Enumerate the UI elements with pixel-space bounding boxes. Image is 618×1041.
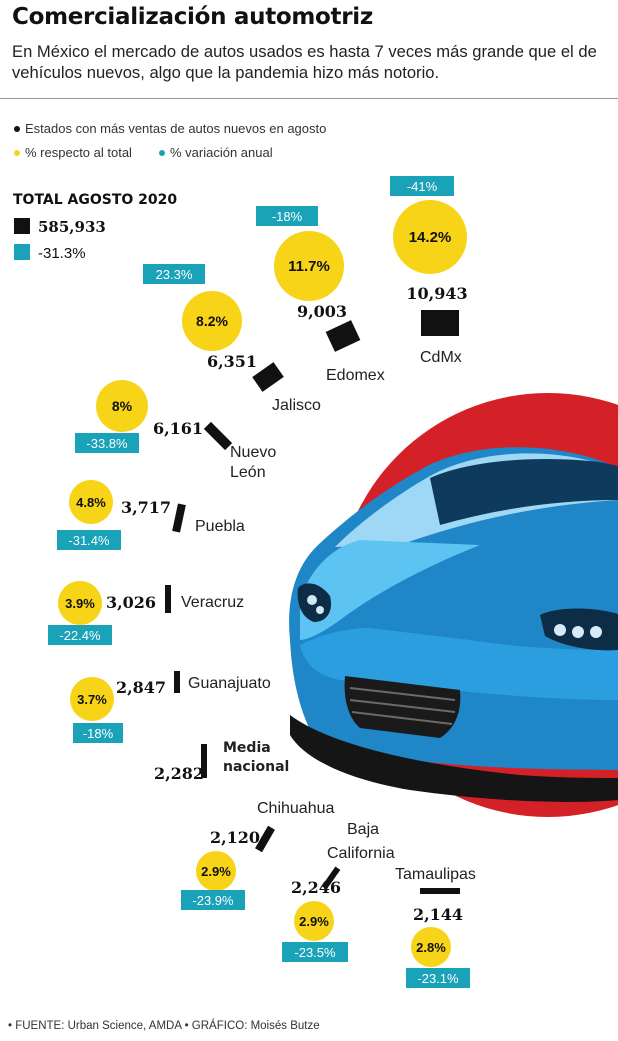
variation-cdmx: -41% (407, 179, 438, 194)
bar-veracruz (165, 585, 171, 613)
bar-jalisco (252, 362, 284, 392)
sales-edomex: 9,003 (297, 302, 347, 321)
share-nuevo-leon: 8% (112, 398, 133, 414)
divider (0, 98, 618, 99)
variation-edomex: -18% (272, 209, 303, 224)
variation-box-veracruz (48, 625, 112, 645)
name-nuevo-leon: León (230, 464, 266, 481)
name-guanajuato: Guanajuato (188, 675, 271, 692)
black-swatch-icon (14, 218, 30, 234)
name-veracruz: Veracruz (181, 594, 244, 611)
variation-baja-california: -23.5% (294, 945, 336, 960)
sales-media-nacional: 2,282 (154, 764, 204, 783)
legend-states-label: Estados con más ventas de autos nuevos e… (25, 121, 327, 136)
variation-guanajuato: -18% (83, 726, 114, 741)
chart-title: Comercialización automotriz (12, 4, 373, 30)
variation-jalisco: 23.3% (156, 267, 193, 282)
name-tamaulipas: Tamaulipas (395, 866, 476, 883)
variation-box-guanajuato (73, 723, 123, 743)
sales-tamaulipas: 2,144 (413, 905, 463, 924)
bar-nuevo-leon (203, 421, 233, 451)
bar-media-nacional (201, 744, 207, 778)
source-footer: • FUENTE: Urban Science, AMDA • GRÁFICO:… (8, 1020, 320, 1032)
sales-guanajuato: 2,847 (116, 678, 166, 697)
total-value: 585,933 (38, 218, 106, 236)
share-chihuahua: 2.9% (201, 864, 231, 879)
legend-percent-label: % respecto al total (25, 145, 132, 160)
black-dot-icon (14, 125, 20, 132)
share-dot-chihuahua (196, 851, 236, 891)
share-dot-guanajuato (70, 677, 114, 721)
variation-box-tamaulipas (406, 968, 470, 988)
share-dot-edomex (274, 231, 344, 301)
sales-veracruz: 3,026 (106, 593, 156, 612)
name-baja-california: Baja (347, 821, 379, 838)
variation-box-edomex (256, 206, 318, 226)
name-chihuahua: Chihuahua (257, 800, 335, 817)
variation-box-puebla (57, 530, 121, 550)
share-dot-nuevo-leon (96, 380, 148, 432)
variation-box-baja-california (282, 942, 348, 962)
bar-guanajuato (174, 671, 180, 693)
share-jalisco: 8.2% (196, 313, 228, 329)
legend-variation: % variación anual (159, 145, 273, 160)
share-veracruz: 3.9% (65, 596, 95, 611)
name-puebla: Puebla (195, 518, 245, 535)
bar-cdmx (421, 310, 459, 336)
total-variation: -31.3% (38, 245, 86, 262)
bar-puebla (172, 503, 186, 533)
share-baja-california: 2.9% (299, 914, 329, 929)
share-dot-cdmx (393, 200, 467, 274)
sales-jalisco: 6,351 (207, 352, 257, 371)
total-value-row: 585,933 (14, 218, 106, 236)
teal-swatch-icon (14, 244, 30, 260)
variation-box-chihuahua (181, 890, 245, 910)
legend-variation-label: % variación anual (170, 145, 273, 160)
name-baja-california: California (327, 845, 395, 862)
sales-baja-california: 2,246 (291, 878, 341, 897)
legend-percent: % respecto al total (14, 145, 132, 160)
car-icon (289, 447, 618, 802)
bar-chihuahua (255, 825, 275, 853)
name-edomex: Edomex (326, 367, 385, 384)
variation-puebla: -31.4% (68, 533, 110, 548)
name-media-nacional: nacional (223, 759, 289, 775)
sales-cdmx: 10,943 (406, 284, 467, 303)
share-dot-puebla (69, 480, 113, 524)
name-media-nacional: Media (223, 740, 271, 756)
variation-box-cdmx (390, 176, 454, 196)
share-tamaulipas: 2.8% (416, 940, 446, 955)
chart-subtitle: En México el mercado de autos usados es … (12, 42, 597, 82)
share-dot-veracruz (58, 581, 102, 625)
teal-dot-icon (159, 149, 165, 156)
share-edomex: 11.7% (288, 258, 330, 275)
share-cdmx: 14.2% (409, 229, 452, 246)
variation-veracruz: -22.4% (59, 628, 101, 643)
sales-nuevo-leon: 6,161 (153, 419, 203, 438)
variation-box-nuevo-leon (75, 433, 139, 453)
variation-box-jalisco (143, 264, 205, 284)
variation-tamaulipas: -23.1% (417, 971, 459, 986)
share-dot-jalisco (182, 291, 242, 351)
bar-baja-california (321, 866, 341, 890)
variation-chihuahua: -23.9% (192, 893, 234, 908)
total-variation-row: -31.3% (14, 244, 86, 262)
name-nuevo-leon: Nuevo (230, 444, 276, 461)
bar-edomex (325, 320, 361, 352)
share-guanajuato: 3.7% (77, 692, 107, 707)
total-label: TOTAL AGOSTO 2020 (13, 192, 178, 208)
bar-tamaulipas (420, 888, 460, 894)
sales-chihuahua: 2,120 (210, 828, 260, 847)
name-cdmx: CdMx (420, 349, 462, 366)
yellow-dot-icon (14, 149, 20, 156)
variation-nuevo-leon: -33.8% (86, 436, 128, 451)
share-dot-tamaulipas (411, 927, 451, 967)
name-jalisco: Jalisco (272, 397, 321, 414)
share-dot-baja-california (294, 901, 334, 941)
sales-puebla: 3,717 (121, 498, 171, 517)
share-puebla: 4.8% (76, 495, 106, 510)
legend-states: Estados con más ventas de autos nuevos e… (14, 121, 326, 136)
